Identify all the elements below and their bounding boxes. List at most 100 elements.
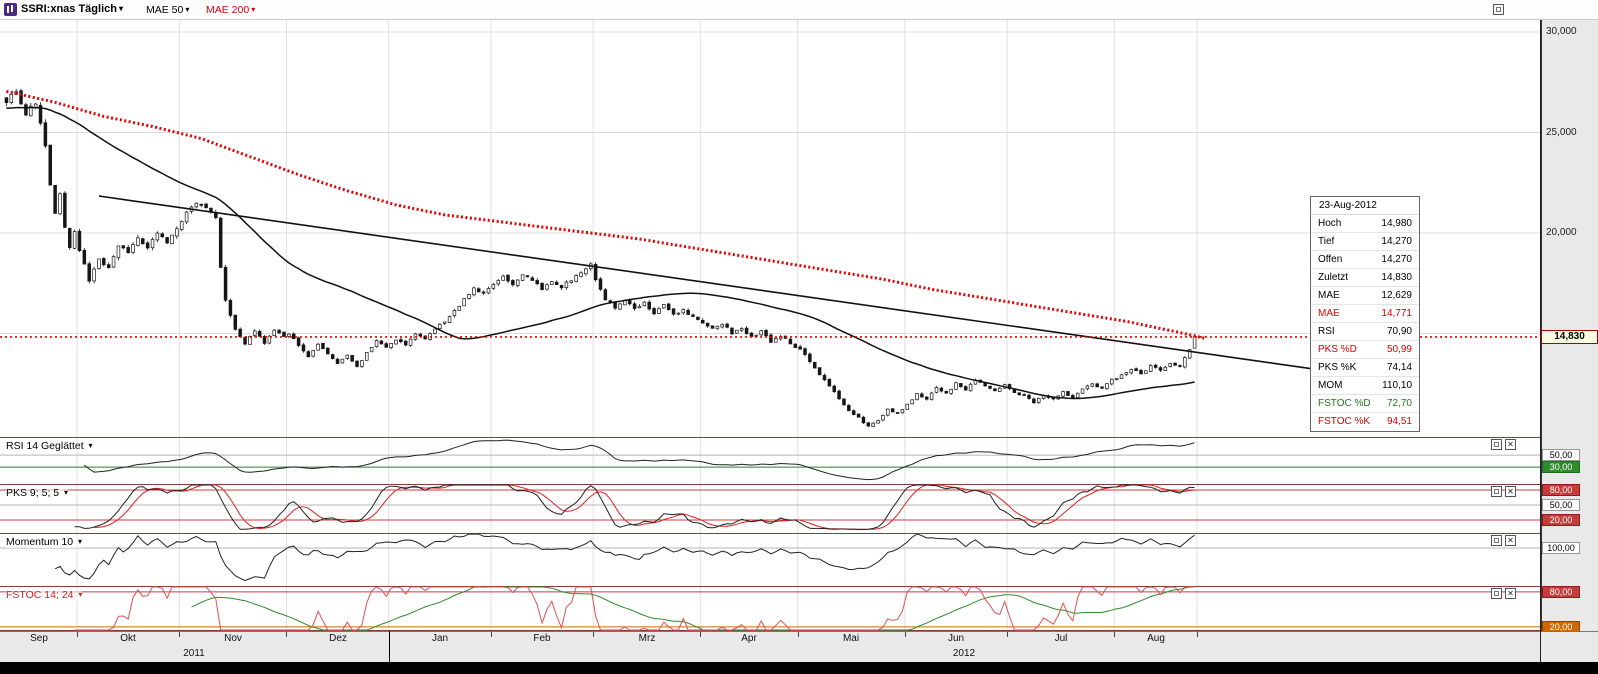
month-tick [1007, 632, 1008, 637]
month-label-aug: Aug [1147, 633, 1165, 644]
instrument-type-icon [4, 3, 17, 16]
year-divider [389, 631, 390, 662]
month-label-sep: Sep [30, 633, 48, 644]
panel-close-button-fstoc[interactable]: ✕ [1505, 588, 1516, 599]
ohlc-tooltip: 23-Aug-2012 Hoch 14,980 Tief 14,270 Offen 14,… [1310, 196, 1420, 432]
mae200-selector[interactable]: MAE 200 ▾ [206, 4, 255, 16]
tooltip-row-value: 70,90 [1386, 326, 1412, 337]
tooltip-row-value: 72,70 [1386, 398, 1412, 409]
indicator-axis-label-rsi: 30,00 [1542, 461, 1580, 473]
panel-restore-button-fstoc[interactable] [1491, 588, 1502, 599]
indicator-axis-label-mom: 100,00 [1542, 542, 1580, 554]
tooltip-row-label: FSTOC %D [1318, 398, 1371, 409]
tooltip-row-value: 94,51 [1386, 416, 1412, 427]
tooltip-date: 23-Aug-2012 [1311, 197, 1419, 215]
axis-divider [1540, 20, 1541, 662]
indicator-axis-label-pks: 50,00 [1542, 499, 1580, 511]
tooltip-row-label: PKS %D [1318, 344, 1357, 355]
main-chart-svg[interactable] [0, 20, 1541, 631]
month-tick [77, 632, 78, 637]
panel-close-button-pks[interactable]: ✕ [1505, 486, 1516, 497]
window-bottom-bar [0, 662, 1598, 674]
restore-icon [1494, 538, 1499, 543]
mae200-label: MAE 200 [206, 4, 250, 16]
tooltip-row-value: 14,771 [1381, 308, 1412, 319]
indicator-axis-label-rsi: 50,00 [1542, 449, 1580, 461]
indicator-axis-label-pks: 20,00 [1542, 514, 1580, 526]
symbol-selector[interactable]: SSRI:xnas Täglich ▾ [21, 3, 123, 15]
tooltip-row: Zuletzt 14,830 [1311, 269, 1419, 287]
tooltip-row-label: MAE [1318, 308, 1340, 319]
chevron-down-icon: ▾ [78, 590, 83, 599]
panel-title-rsi[interactable]: RSI 14 Geglättet ▾ [6, 440, 93, 452]
month-label-okt: Okt [120, 633, 136, 644]
tooltip-row: MAE 14,771 [1311, 305, 1419, 323]
month-tick [593, 632, 594, 637]
price-axis[interactable] [1541, 20, 1598, 631]
restore-icon [1494, 442, 1499, 447]
tooltip-row-label: FSTOC %K [1318, 416, 1371, 427]
panel-restore-button-rsi[interactable] [1491, 439, 1502, 450]
month-tick [905, 632, 906, 637]
tooltip-row: PKS %D 50,99 [1311, 341, 1419, 359]
tooltip-rows: Hoch 14,980 Tief 14,270 Offen 14,270 Zuletzt 14… [1311, 215, 1419, 431]
month-tick [798, 632, 799, 637]
tooltip-row: MOM 110,10 [1311, 377, 1419, 395]
restore-icon [1494, 489, 1499, 494]
month-tick [491, 632, 492, 637]
chevron-down-icon: ▾ [88, 441, 93, 450]
panel-title-pks[interactable]: PKS 9; 5; 5 ▾ [6, 487, 69, 499]
tooltip-row-label: MAE [1318, 290, 1340, 301]
panel-title-fstoc[interactable]: FSTOC 14; 24 ▾ [6, 589, 83, 601]
panel-close-button-rsi[interactable]: ✕ [1505, 439, 1516, 450]
restore-icon [1494, 591, 1499, 596]
chevron-down-icon: ▾ [64, 488, 69, 497]
tooltip-row: FSTOC %K 94,51 [1311, 413, 1419, 431]
toolbar: SSRI:xnas Täglich ▾ MAE 50 ▾ MAE 200 ▾ [0, 0, 1598, 20]
price-axis-label: 25,000 [1546, 127, 1577, 138]
month-label-mai: Mai [842, 633, 860, 644]
restore-window-button[interactable] [1493, 4, 1504, 15]
tooltip-row-value: 12,629 [1381, 290, 1412, 301]
tooltip-row-value: 14,270 [1381, 254, 1412, 265]
tooltip-row-label: Zuletzt [1318, 272, 1349, 283]
indicator-axis-label-fstoc: 80,00 [1542, 586, 1580, 598]
month-label-jan: Jan [431, 633, 449, 644]
chevron-down-icon: ▾ [185, 5, 190, 14]
panel-close-button-mom[interactable]: ✕ [1505, 535, 1516, 546]
month-tick [286, 632, 287, 637]
tooltip-row-value: 14,980 [1381, 218, 1412, 229]
tooltip-row: Tief 14,270 [1311, 233, 1419, 251]
tooltip-row-value: 50,99 [1386, 344, 1412, 355]
mae50-label: MAE 50 [146, 4, 184, 16]
panel-restore-button-mom[interactable] [1491, 535, 1502, 546]
tooltip-row-label: RSI [1318, 326, 1335, 337]
panel-restore-button-pks[interactable] [1491, 486, 1502, 497]
price-axis-label: 30,000 [1546, 26, 1577, 37]
month-label-apr: Apr [741, 633, 757, 644]
tooltip-row-value: 74,14 [1386, 362, 1412, 373]
month-tick [179, 632, 180, 637]
tooltip-row: MAE 12,629 [1311, 287, 1419, 305]
tooltip-row: Hoch 14,980 [1311, 215, 1419, 233]
chevron-down-icon: ▾ [251, 5, 256, 14]
month-tick [700, 632, 701, 637]
month-label-dez: Dez [329, 633, 347, 644]
tooltip-row-label: Offen [1318, 254, 1343, 265]
tooltip-row-label: Hoch [1318, 218, 1342, 229]
tooltip-row: PKS %K 74,14 [1311, 359, 1419, 377]
month-label-nov: Nov [224, 633, 242, 644]
month-label-jun: Jun [947, 633, 965, 644]
time-axis-months[interactable] [0, 631, 1598, 647]
restore-icon [1496, 7, 1501, 12]
tooltip-row-value: 14,270 [1381, 236, 1412, 247]
tooltip-row-label: Tief [1318, 236, 1335, 247]
tooltip-row: RSI 70,90 [1311, 323, 1419, 341]
indicator-axis-label-pks: 80,00 [1542, 484, 1580, 496]
tooltip-row: Offen 14,270 [1311, 251, 1419, 269]
time-axis-years[interactable] [0, 647, 1598, 662]
chevron-down-icon: ▾ [78, 537, 83, 546]
price-axis-label: 20,000 [1546, 227, 1577, 238]
panel-title-mom[interactable]: Momentum 10 ▾ [6, 536, 83, 548]
mae50-selector[interactable]: MAE 50 ▾ [146, 4, 189, 16]
